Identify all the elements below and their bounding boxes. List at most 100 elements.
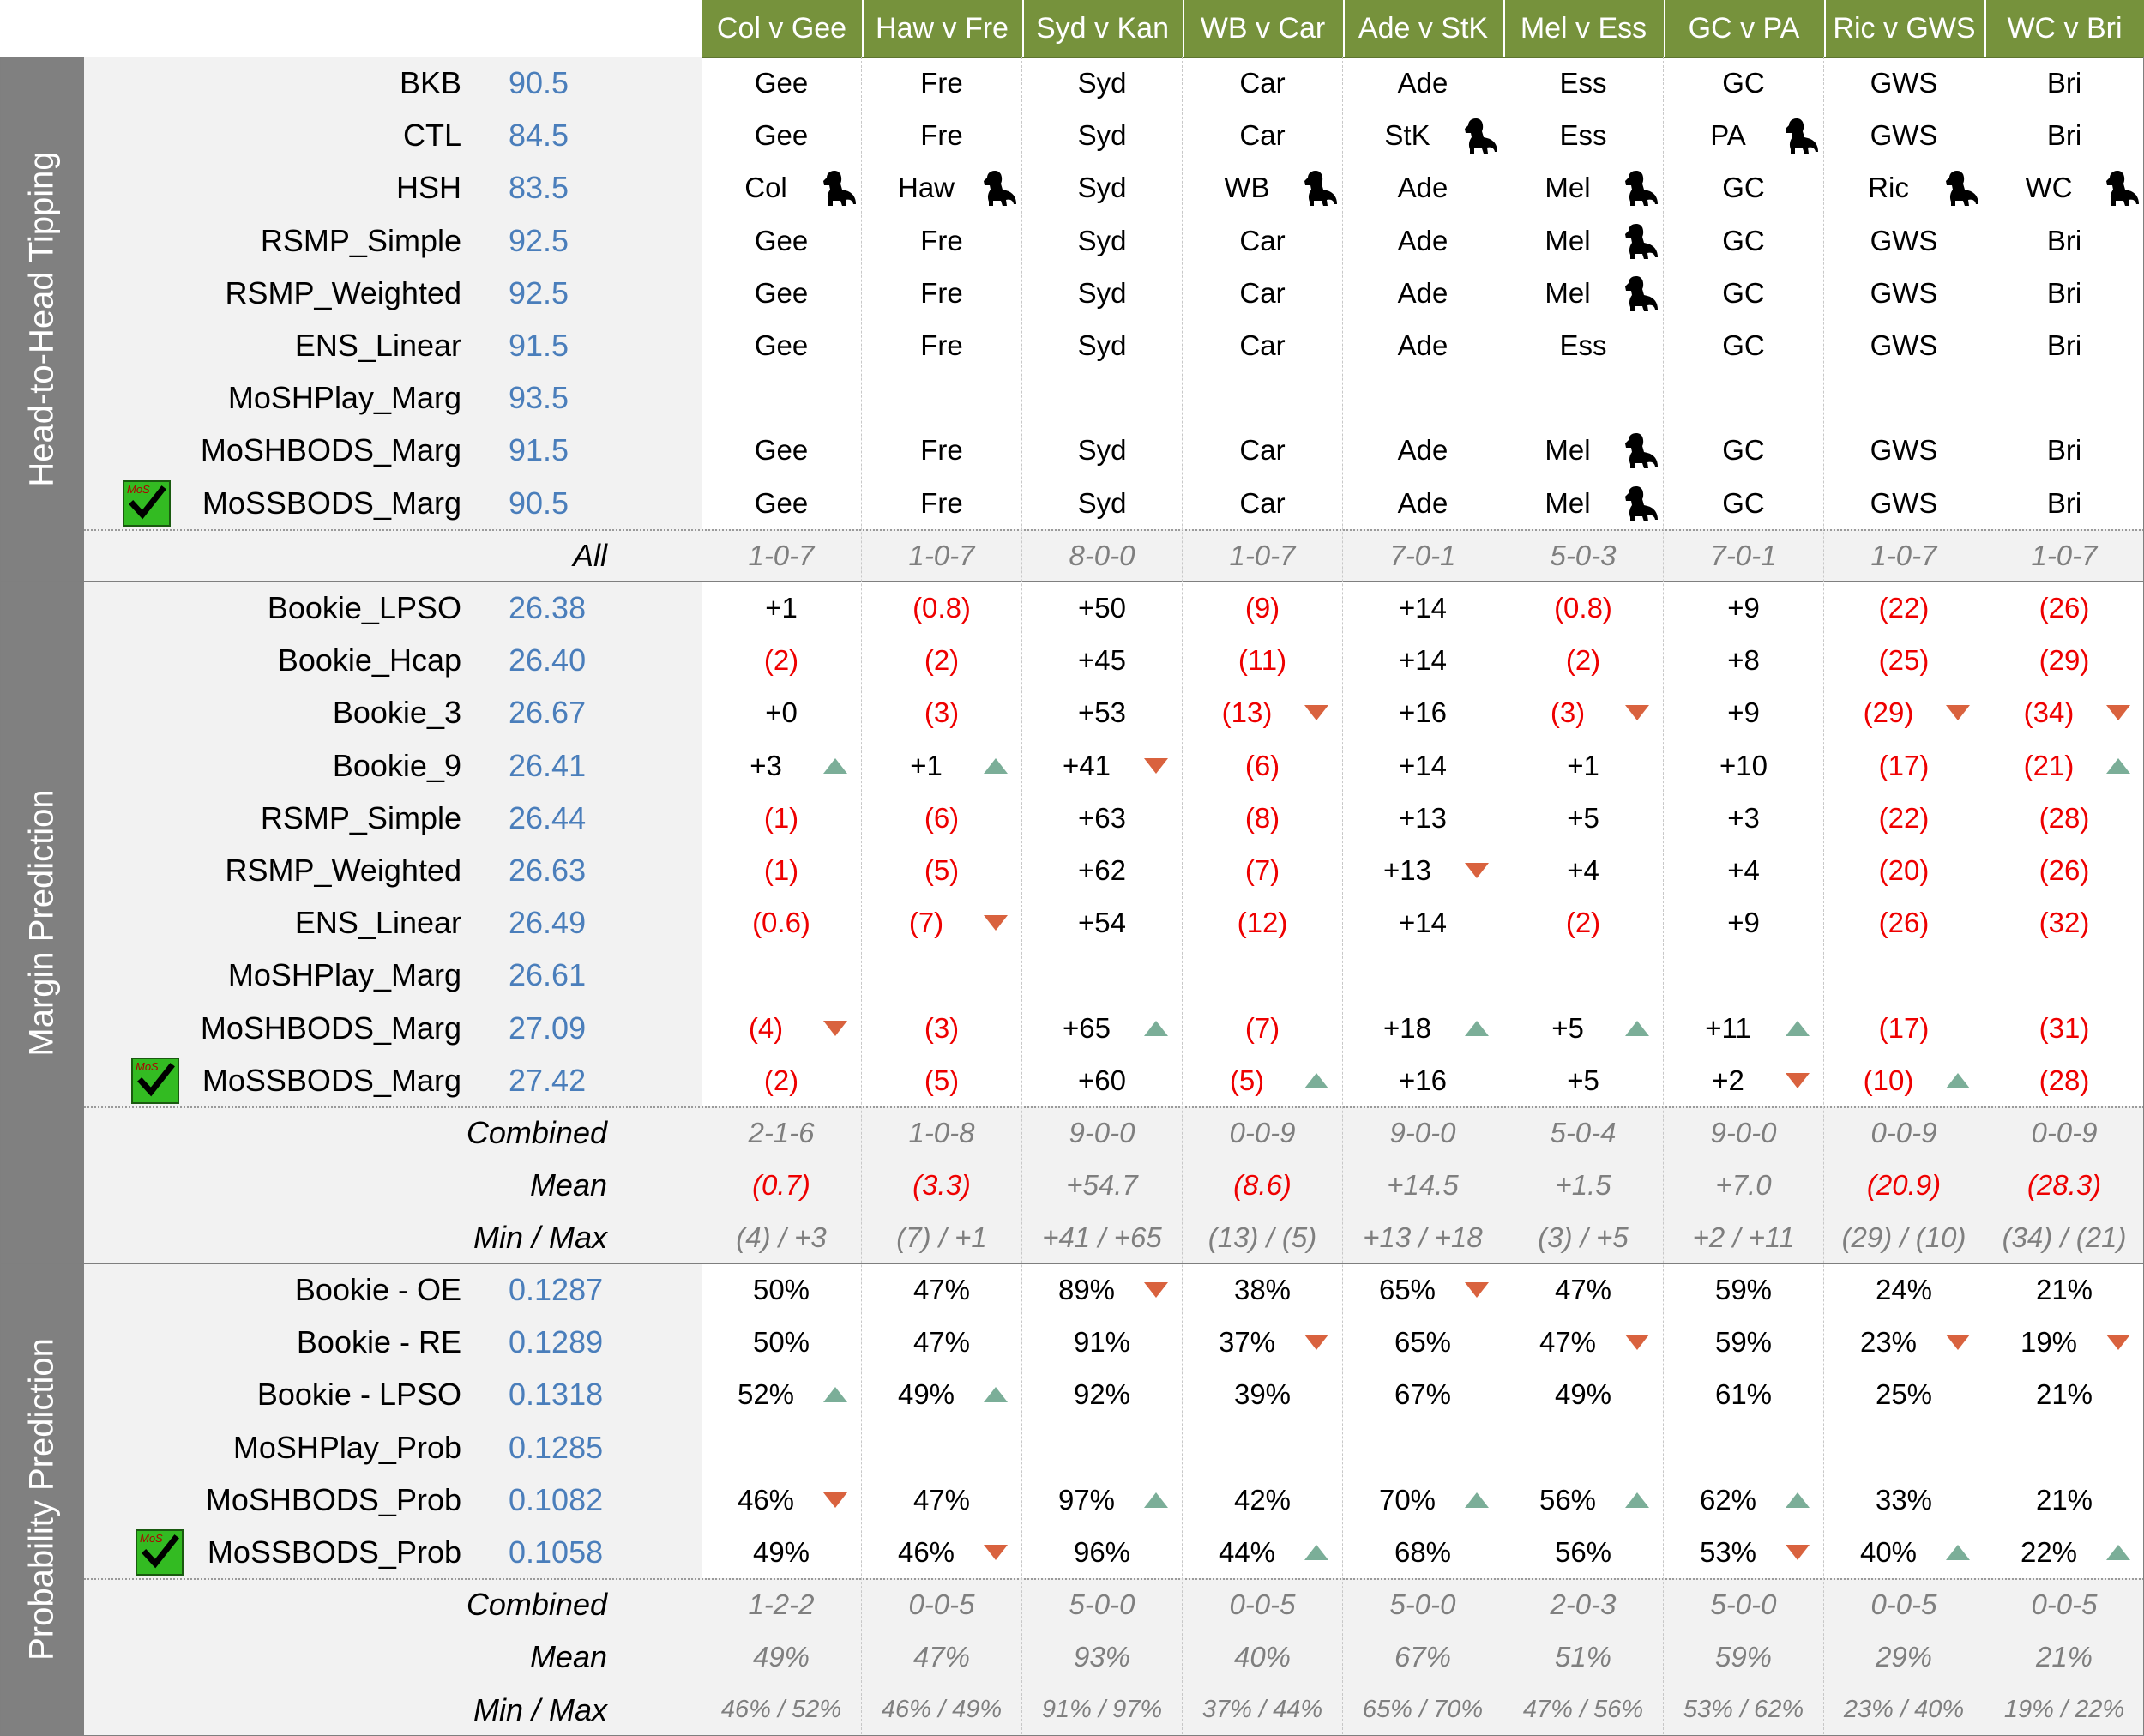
cell-value: +62 <box>1078 854 1126 886</box>
underdog-icon <box>1944 169 1978 211</box>
cell-value: +65 <box>1063 1011 1111 1044</box>
arrow-down-icon <box>1946 705 1970 721</box>
cell-value: (31) <box>2039 1011 2090 1044</box>
model-name: RSMP_Weighted <box>225 853 461 888</box>
summary-name: Min / Max <box>473 1691 607 1727</box>
arrow-down-icon <box>823 1020 847 1036</box>
arrow-up-icon <box>1144 1492 1168 1508</box>
summary-value: 1-0-8 <box>908 1117 975 1148</box>
cell-value: 33% <box>1875 1483 1933 1516</box>
summary-value: (13) / (5) <box>1208 1221 1317 1254</box>
cell-value: (34) <box>2023 696 2075 729</box>
summary-value: 0-0-9 <box>1870 1117 1937 1148</box>
cell-value: (22) <box>1878 592 1930 624</box>
cell-value: (0.6) <box>752 907 810 939</box>
cell-value: (17) <box>1878 1011 1930 1044</box>
cell-value: (7) <box>908 907 944 939</box>
cell-value <box>702 949 861 1001</box>
cell-value: +5 <box>1567 1064 1599 1096</box>
cell-value: (28) <box>2039 1064 2090 1096</box>
underdog-icon <box>1623 169 1658 211</box>
model-name: MoSHBODS_Prob <box>205 1481 461 1517</box>
arrow-up-icon <box>1465 1020 1489 1036</box>
cell-value: GWS <box>1870 434 1938 467</box>
arrow-up-icon <box>1304 1545 1328 1560</box>
summary-band <box>84 528 2144 582</box>
match-header-cell: Haw v Fre <box>862 0 1024 57</box>
cell-value: +2 <box>1712 1064 1744 1096</box>
cell-value: +4 <box>1567 854 1599 886</box>
summary-value: 51% <box>1554 1641 1612 1673</box>
cell-value: 59% <box>1714 1326 1773 1359</box>
summary-value: 0-0-5 <box>1870 1588 1937 1621</box>
summary-band <box>84 1106 2144 1264</box>
cell-value: (5) <box>924 1064 960 1096</box>
cell-value: Car <box>1239 434 1286 467</box>
summary-value: 21% <box>2035 1641 2093 1673</box>
cell-value: +1 <box>910 749 943 781</box>
cell-value: 50% <box>752 1326 810 1359</box>
column-divider <box>861 57 862 1734</box>
cell-value: +63 <box>1078 801 1126 834</box>
cell-value: 44% <box>1218 1536 1276 1568</box>
summary-value: 1-0-7 <box>1870 539 1937 571</box>
section-label: Head-to-Head Tipping <box>0 57 84 582</box>
underdog-icon <box>1623 431 1658 473</box>
cell-value: 96% <box>1073 1536 1131 1568</box>
cell-value: Ade <box>1397 329 1448 361</box>
arrow-down-icon <box>1144 757 1168 774</box>
cell-value: GWS <box>1870 329 1938 361</box>
cell-value: 21% <box>2035 1274 2093 1305</box>
summary-value: +2 / +11 <box>1692 1221 1795 1254</box>
cell-value: 19% <box>2020 1326 2078 1359</box>
cell-value: (3) <box>924 1011 960 1044</box>
badge-text: MoS <box>136 1059 159 1073</box>
arrow-up-icon <box>1946 1072 1970 1088</box>
table-row: MoSSBODS_Prob 0.1058 MoS 49% 46% 96% 44% 68% 56%… <box>84 1526 2144 1578</box>
table-row: ENS_Linear 26.49 (0.6) (7) +54 (12) +14 (2) +9 (2… <box>84 896 2144 949</box>
cell-value: +18 <box>1383 1011 1431 1044</box>
model-score: 83.5 <box>509 170 569 206</box>
arrow-up-icon <box>1786 1492 1810 1508</box>
cell-value: WB <box>1224 172 1270 204</box>
summary-value: 67% <box>1394 1641 1452 1673</box>
cell-value: Car <box>1239 67 1286 99</box>
cell-value: (3) <box>1550 696 1586 729</box>
selected-check-icon: MoS <box>131 1057 179 1104</box>
arrow-down-icon <box>1304 705 1328 721</box>
cell-value: Bri <box>2046 276 2082 309</box>
cell-value: Bri <box>2046 119 2082 152</box>
model-name: Bookie_Hcap <box>277 642 461 678</box>
model-name: HSH <box>395 170 461 206</box>
summary-value: +13 / +18 <box>1363 1221 1483 1254</box>
match-header-cell: Mel v Ess <box>1503 0 1665 57</box>
summary-value: 9-0-0 <box>1069 1117 1135 1148</box>
cell-value <box>1824 371 1984 424</box>
cell-value <box>1824 949 1984 1001</box>
model-score: 90.5 <box>509 485 569 521</box>
cell-value: 22% <box>2020 1536 2078 1568</box>
cell-value: (8) <box>1244 801 1280 834</box>
cell-value: +1 <box>765 592 798 624</box>
arrow-down-icon <box>984 1545 1008 1560</box>
cell-value: GWS <box>1870 276 1938 309</box>
cell-value: GC <box>1722 329 1765 361</box>
cell-value: (9) <box>1244 592 1280 624</box>
cell-value: 50% <box>752 1274 810 1305</box>
cell-value: Bri <box>2046 224 2082 256</box>
cell-value: Fre <box>920 119 963 152</box>
summary-value: 1-0-7 <box>908 539 975 571</box>
cell-value: Ade <box>1397 434 1448 467</box>
cell-value: Syd <box>1077 224 1127 256</box>
column-divider <box>1663 57 1664 1734</box>
cell-value: +16 <box>1399 696 1447 729</box>
cell-value: (10) <box>1863 1064 1914 1096</box>
table-row: MoSHBODS_Prob 0.1082 46% 47% 97% 42% 70% 56% 62%… <box>84 1474 2144 1526</box>
table-row: MoSHBODS_Marg 91.5 Gee Fre Syd Car Ade Mel GC GWS… <box>84 424 2144 476</box>
summary-value: +54.7 <box>1066 1169 1138 1202</box>
cell-value <box>1022 371 1182 424</box>
cell-value: (2) <box>924 644 960 677</box>
model-score: 26.38 <box>509 590 587 625</box>
summary-name: Combined <box>466 1115 607 1150</box>
model-name: ENS_Linear <box>294 905 461 941</box>
